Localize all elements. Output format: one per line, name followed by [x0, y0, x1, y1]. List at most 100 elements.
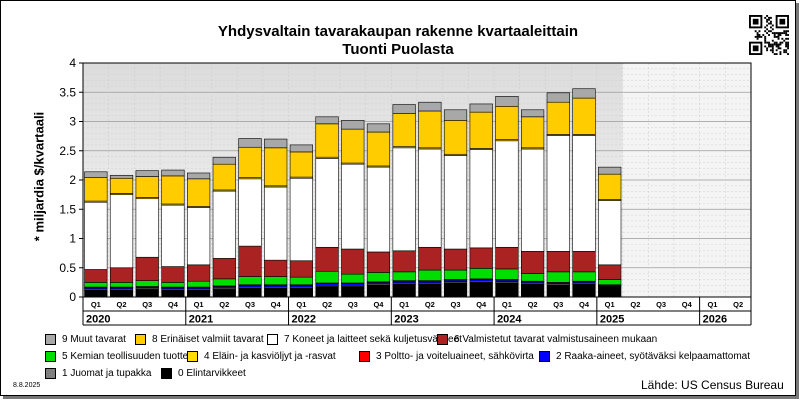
bar-segment — [289, 144, 313, 153]
bar-segment — [443, 248, 468, 271]
bar-segment — [521, 283, 545, 298]
bar-segment — [469, 247, 493, 269]
bar-segment — [161, 282, 185, 288]
x-tick-label: Q2 — [322, 300, 332, 309]
bar-segment — [109, 175, 134, 179]
bar-segment — [135, 176, 159, 198]
legend-swatch — [437, 334, 448, 345]
bar-segment — [392, 283, 416, 298]
legend-label: 2 Raaka-aineet, syötäväksi kelpaamattoma… — [556, 351, 750, 362]
legend-swatch — [45, 334, 56, 345]
bar-segment — [238, 245, 262, 277]
bar-segment — [366, 284, 391, 298]
y-tick-label: 2 — [69, 173, 76, 187]
x-tick-label: Q1 — [91, 300, 101, 309]
legend-item: 1 Juomat ja tupakka — [45, 368, 152, 379]
y-tick-label: 3 — [69, 115, 76, 129]
bar-segment — [187, 280, 211, 288]
bar-segment — [495, 282, 519, 298]
bar-segment — [366, 166, 391, 253]
bar-segment — [264, 287, 288, 298]
bar-segment — [187, 178, 211, 207]
bar-segment — [341, 273, 365, 284]
x-tick-label: Q4 — [271, 300, 282, 309]
bar-segment — [443, 155, 468, 250]
legend-label: 9 Muut tavarat — [62, 334, 126, 345]
bar-segment — [418, 269, 442, 281]
legend-swatch — [359, 351, 370, 362]
bar-segment — [84, 282, 108, 288]
bar-segment — [572, 135, 596, 252]
bar-segment — [572, 271, 596, 282]
legend-swatch — [161, 368, 172, 379]
bar-segment — [109, 289, 134, 298]
x-tick-label: Q2 — [733, 300, 743, 309]
y-tick-label: 4 — [69, 56, 76, 70]
x-tick-label: Q2 — [425, 300, 435, 309]
legend-item: 4 Eläin- ja kasviöljyt ja -rasvat — [187, 351, 336, 362]
bar-segment — [366, 272, 391, 283]
y-tick-label: 2.5 — [59, 144, 76, 158]
y-axis-label: * miljardia $/kvartaali — [31, 111, 47, 242]
bar-segment — [443, 269, 468, 280]
bar-segment — [187, 289, 211, 298]
bar-segment — [109, 194, 134, 269]
legend-item: 0 Elintarvikkeet — [161, 368, 246, 379]
bar-segment — [187, 264, 211, 282]
bar-segment — [366, 131, 391, 167]
bar-segment — [341, 286, 365, 298]
bar-segment — [212, 258, 236, 280]
bar-segment — [135, 170, 159, 177]
year-label: 2023 — [394, 314, 418, 326]
legend-item: 2 Raaka-aineet, syötäväksi kelpaamattoma… — [539, 351, 750, 362]
bar-segment — [546, 101, 570, 135]
y-tick-label: 0.5 — [59, 261, 76, 275]
bar-segment — [366, 251, 391, 273]
bar-segment — [135, 256, 159, 281]
bar-segment — [546, 251, 570, 273]
bar-segment — [366, 123, 391, 133]
bar-segment — [315, 270, 339, 284]
bar-segment — [443, 282, 468, 298]
legend-swatch — [135, 334, 146, 345]
bar-segment — [212, 163, 236, 191]
x-tick-label: Q2 — [219, 300, 229, 309]
bar-segment — [598, 286, 622, 298]
legend-item: 8 Erinäiset valmiit tavarat — [135, 334, 264, 345]
bar-segment — [392, 104, 416, 114]
bar-segment — [572, 283, 596, 298]
x-tick-label: Q3 — [348, 300, 358, 309]
bar-segment — [443, 109, 468, 121]
bar-segment — [443, 120, 468, 155]
chart-title: Yhdysvaltain tavarakaupan rakenne kvarta… — [217, 23, 579, 40]
bar-segment — [315, 286, 339, 298]
y-tick-label: 1.5 — [59, 202, 76, 216]
bar-segment — [161, 169, 185, 177]
x-tick-label: Q2 — [528, 300, 538, 309]
bar-segment — [289, 276, 313, 286]
year-label: 2022 — [292, 314, 316, 326]
bar-segment — [469, 111, 493, 149]
bar-segment — [495, 268, 519, 280]
bar-segment — [187, 172, 211, 180]
legend-swatch — [267, 334, 278, 345]
year-label: 2026 — [703, 314, 727, 326]
bars — [84, 88, 622, 298]
bar-segment — [341, 120, 365, 130]
axes: 0 0.5 1 1.5 2 2.5 3 3.5 4 Q1 Q2 Q3 Q4 Q1 Q2 Q3 Q4 Q1 Q2 Q3 Q… — [59, 56, 752, 326]
bar-segment — [289, 260, 313, 278]
x-tick-label: Q1 — [502, 300, 512, 309]
x-tick-label: Q4 — [682, 300, 693, 309]
bar-segment — [264, 147, 288, 187]
bar-segment — [84, 201, 108, 270]
bar-segment — [238, 287, 262, 298]
bar-segment — [315, 116, 339, 125]
bar-segment — [212, 190, 236, 259]
bar-segment — [264, 276, 288, 286]
x-tick-label: Q1 — [296, 300, 306, 309]
x-tick-label: Q3 — [142, 300, 152, 309]
bar-segment — [341, 248, 365, 275]
bar-segment — [84, 177, 108, 202]
bar-segment — [315, 158, 339, 248]
